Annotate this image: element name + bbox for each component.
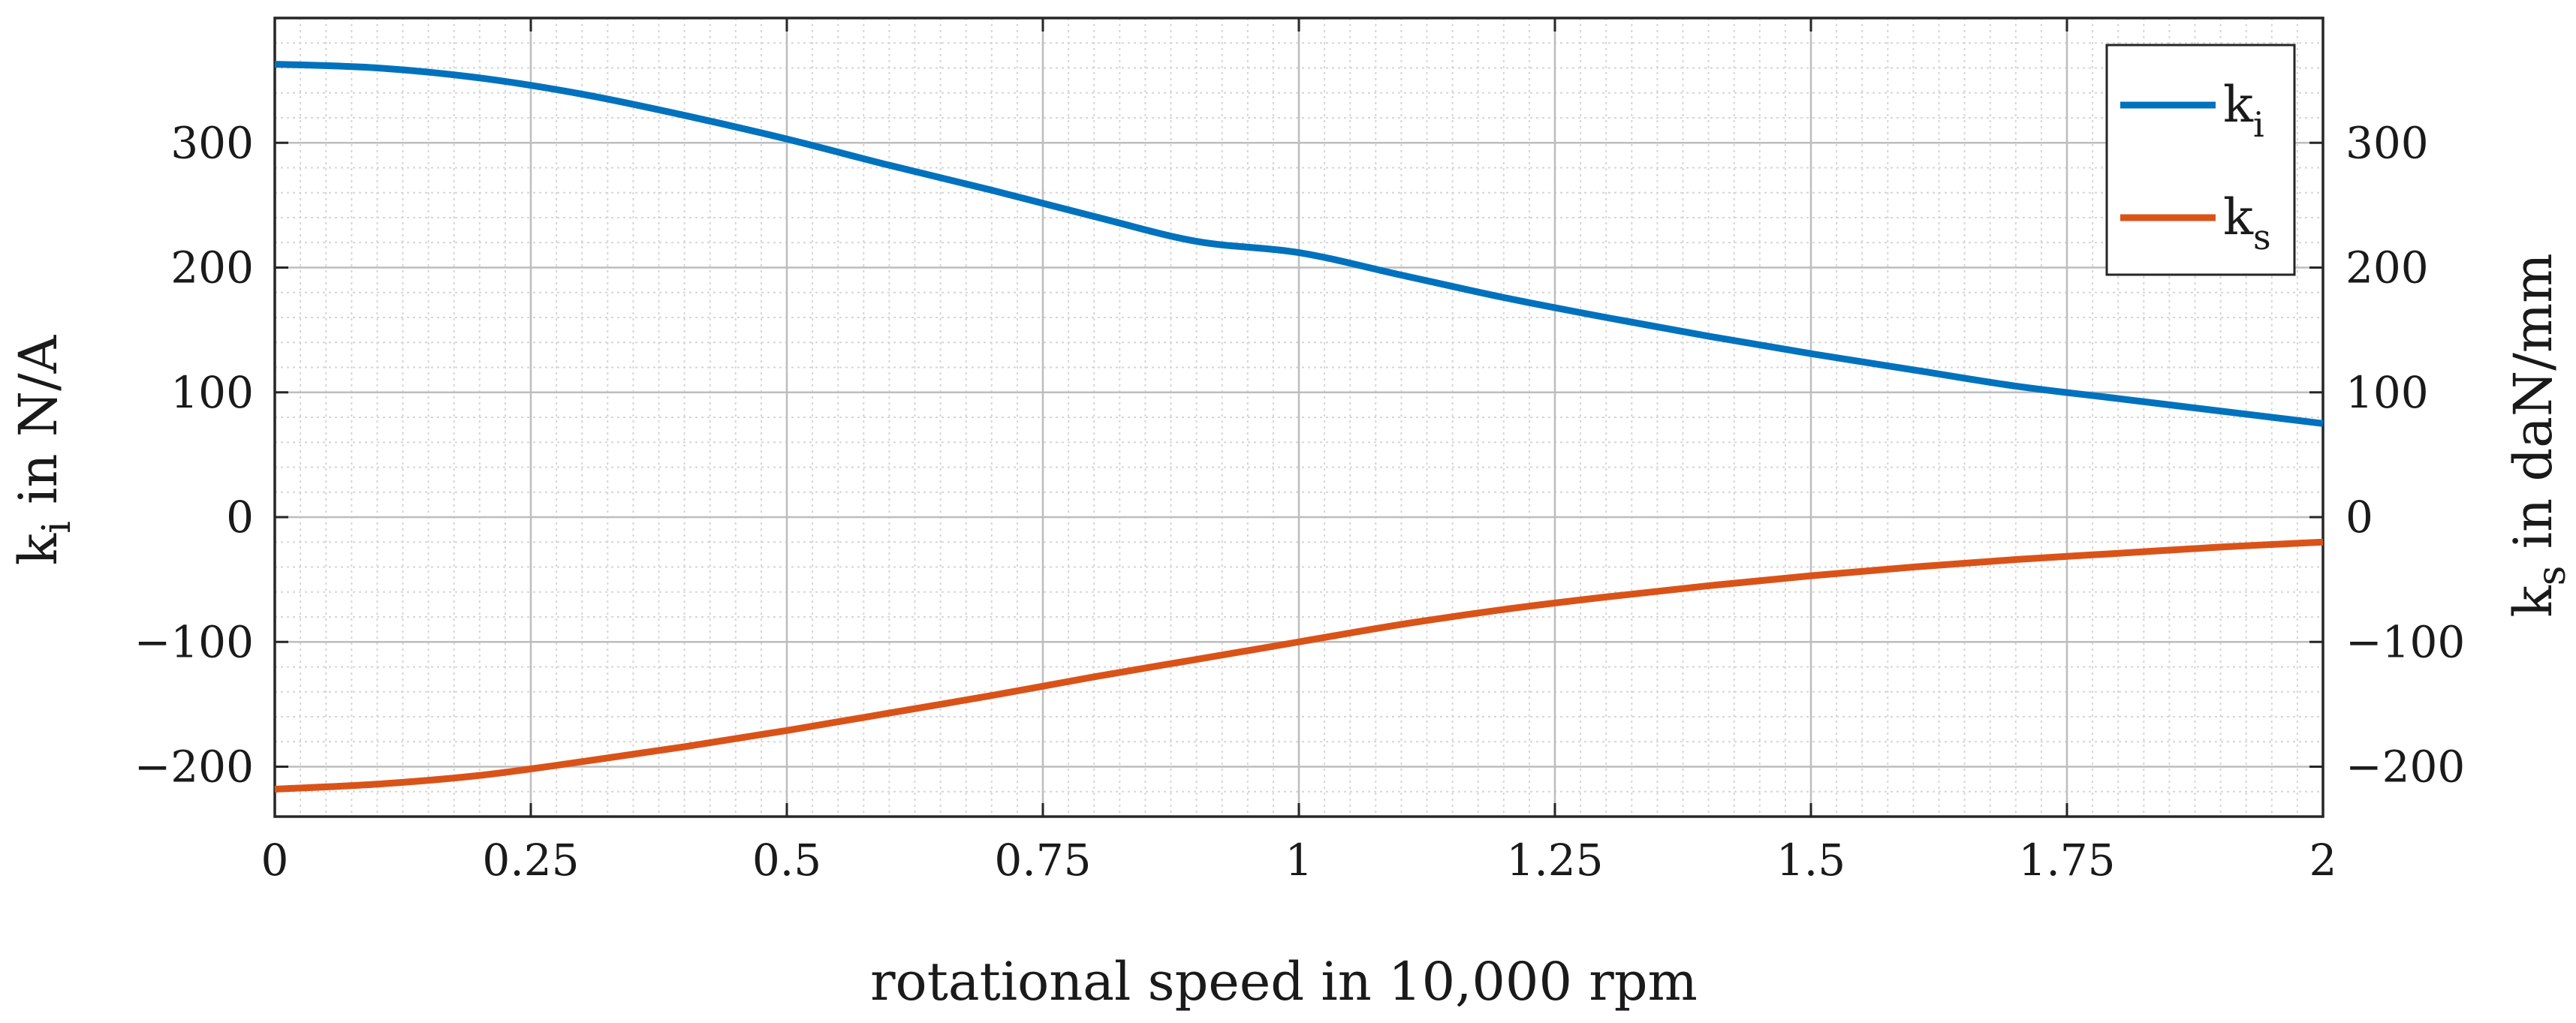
x-tick-label: 0.25 [482,835,579,886]
y-right-tick-label: 300 [2346,117,2429,168]
x-axis-title: rotational speed in 10,000 rpm [870,951,1698,1012]
y-right-tick-label: 100 [2346,367,2429,418]
y-left-title-sub: i [35,521,80,534]
series-line-k_s [274,538,2324,793]
x-tick-label: 0 [261,835,289,886]
legend-label-main: k [2223,188,2254,246]
y-right-title-sub: s [2529,566,2574,586]
legend-label-k_s: ks [2223,188,2271,257]
x-tick-label: 1 [1285,835,1313,886]
y-left-tick-label: 100 [170,367,254,418]
x-tick-label: 1.5 [1776,835,1845,886]
y-right-tick-label: 0 [2346,492,2373,543]
x-tick-label: 1.25 [1506,835,1603,886]
series-line-k_i [274,61,2324,427]
y-axis-left-title: ki in N/A [8,334,80,565]
y-left-tick-label: 200 [170,242,254,293]
y-left-tick-label: 0 [226,492,254,543]
legend-label-sub: i [2253,104,2264,145]
y-left-tick-label: −200 [134,742,254,793]
legend-box [2105,44,2296,276]
legend-label-sub: s [2253,217,2271,257]
y-right-title-rest: in daN/mm [2502,253,2564,565]
y-right-tick-label: 200 [2346,242,2429,293]
ticks: 0 0.25 0.5 0.75 1 1.25 1.5 1.75 2−200 −200−100 −10… [134,18,2465,886]
x-tick-label: 2 [2309,835,2337,886]
y-left-tick-label: 300 [170,117,254,168]
series-lines [274,61,2324,793]
x-tick-label: 0.5 [752,835,821,886]
y-left-title-main: k [8,533,69,565]
y-left-title-rest: in N/A [8,334,69,521]
y-axis-right-title: ks in daN/mm [2502,253,2574,617]
y-right-tick-label: −200 [2346,742,2465,793]
y-left-tick-label: −100 [134,616,254,667]
legend-label-main: k [2223,76,2254,134]
x-tick-label: 0.75 [994,835,1091,886]
x-tick-label: 1.75 [2018,835,2115,886]
y-right-title-main: k [2502,585,2564,618]
legend-label-k_i: ki [2223,76,2264,145]
grid [273,17,2324,817]
y-right-tick-label: −100 [2346,616,2465,667]
